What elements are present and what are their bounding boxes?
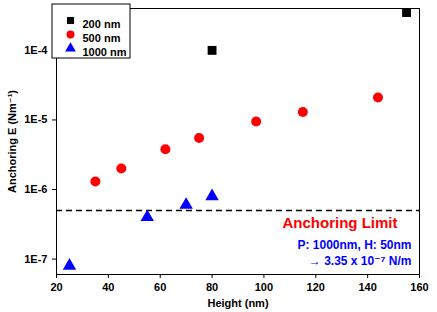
svg-text:500 nm: 500 nm bbox=[83, 32, 121, 44]
svg-text:1E-6: 1E-6 bbox=[24, 183, 47, 195]
svg-text:1E-7: 1E-7 bbox=[24, 253, 47, 265]
svg-text:P: 1000nm, H: 50nm: P: 1000nm, H: 50nm bbox=[297, 238, 411, 252]
svg-text:Anchoring Limit: Anchoring Limit bbox=[283, 214, 398, 231]
svg-text:1E-5: 1E-5 bbox=[24, 113, 47, 125]
svg-text:200 nm: 200 nm bbox=[83, 18, 121, 30]
svg-text:1000 nm: 1000 nm bbox=[83, 46, 127, 58]
svg-text:→ 3.35 x 10⁻⁷ N/m: → 3.35 x 10⁻⁷ N/m bbox=[309, 254, 412, 268]
svg-text:80: 80 bbox=[206, 281, 218, 293]
svg-text:120: 120 bbox=[307, 281, 325, 293]
svg-text:140: 140 bbox=[358, 281, 376, 293]
svg-text:100: 100 bbox=[255, 281, 273, 293]
svg-text:60: 60 bbox=[154, 281, 166, 293]
svg-text:20: 20 bbox=[50, 281, 62, 293]
svg-text:Height (nm): Height (nm) bbox=[207, 297, 268, 309]
svg-text:1E-4: 1E-4 bbox=[24, 44, 48, 56]
svg-text:Anchoring E (Nm⁻¹): Anchoring E (Nm⁻¹) bbox=[6, 90, 18, 193]
svg-text:40: 40 bbox=[102, 281, 114, 293]
svg-text:160: 160 bbox=[410, 281, 428, 293]
